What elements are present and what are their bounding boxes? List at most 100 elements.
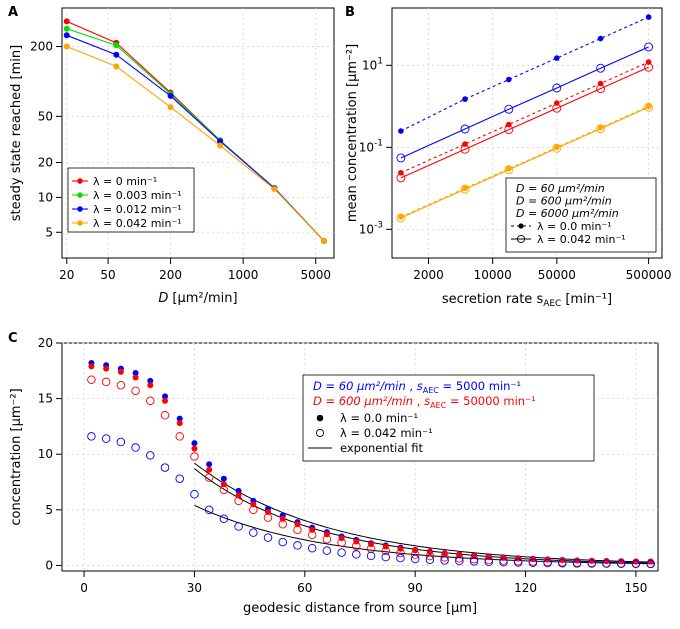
panel-c-point — [190, 490, 199, 499]
panel-c-point — [87, 432, 96, 441]
panel-c-legend-line1-s: s — [417, 379, 423, 393]
panel-c-point — [204, 505, 214, 515]
panel-c-point — [425, 551, 435, 561]
panel-c-point — [352, 541, 361, 551]
panel-a-ytick-label: 5 — [45, 225, 53, 239]
panel-c-point — [176, 415, 183, 422]
panel-c-point — [146, 396, 155, 406]
panel-c-point — [249, 528, 258, 537]
panel-c-legend-line5: exponential fit — [340, 441, 424, 455]
panel-a-point — [217, 138, 224, 145]
panel-c-xtick-label: 60 — [297, 581, 312, 595]
panel-c-point — [219, 485, 229, 495]
panel-b-xlabel-main: secretion rate s — [442, 292, 544, 307]
panel-a-point — [167, 104, 174, 111]
panel-c-point — [382, 543, 389, 550]
panel-b-point — [504, 125, 514, 135]
panel-b-legend-marker — [516, 234, 526, 244]
panel-b-legend-d-label: D = 60 μm²/min — [516, 182, 605, 195]
panel-a-point — [271, 186, 278, 193]
panel-c-point — [352, 550, 361, 559]
panel-c-point — [484, 557, 494, 567]
panel-c-point — [160, 411, 170, 420]
panel-c-legend-open-marker — [315, 428, 325, 438]
panel-b-point — [504, 104, 514, 114]
panel-c-point — [293, 541, 302, 550]
panel-a-legend-label: λ = 0.012 min⁻¹ — [93, 203, 182, 216]
panel-c-point — [558, 558, 567, 568]
panel-a-xlabel-unit: [μm²/min] — [172, 291, 237, 306]
panel-c-point — [366, 551, 376, 561]
panel-b-frame — [391, 7, 663, 259]
panel-c-point — [322, 546, 332, 555]
panel-c-point — [499, 557, 508, 567]
panel-a-xtick-label: 5000 — [300, 268, 331, 282]
panel-c-ytick-label: 10 — [38, 447, 53, 461]
panel-a-point — [63, 25, 70, 32]
panel-c-ticks: 0 30 60 90 120 150 0 5 10 15 20 — [38, 336, 648, 595]
panel-c-ytick-label: 0 — [45, 558, 53, 572]
panel-c-ytick-label: 20 — [38, 336, 53, 350]
panel-c-ytick-label: 15 — [38, 392, 53, 406]
panel-a-xtick-label: 1000 — [228, 268, 259, 282]
panel-b-point — [396, 173, 406, 183]
panel-b-point — [644, 42, 654, 52]
panel-a-xlabel-var: D — [158, 291, 168, 306]
panel-c-point — [263, 533, 273, 542]
panel-label-a: A — [8, 5, 18, 20]
panel-b-xtick-label: 50000 — [538, 268, 576, 282]
panel-c-legend-line1-sep: , — [406, 379, 417, 393]
panel-c-exp-fit-1 — [194, 468, 655, 564]
panel-label-b: B — [345, 5, 355, 20]
panel-c-point — [368, 541, 375, 548]
panel-a-legend-box — [67, 167, 195, 233]
panel-c-exp-fit-0 — [194, 462, 655, 563]
panel-c-point — [88, 363, 95, 370]
panel-b-ytick-label: 10-3 — [359, 220, 383, 236]
panel-b-point — [554, 55, 560, 61]
panel-b-legend-d-label: D = 6000 μm²/min — [516, 207, 619, 220]
panel-a-grid — [62, 8, 334, 258]
panel-a-ylabel: steady state reached [min] — [9, 45, 24, 221]
panel-b-legend-d-label: D = 600 μm²/min — [516, 195, 612, 208]
panel-c-point — [616, 559, 626, 569]
panel-a-point — [320, 238, 327, 245]
panel-a-legend-swatch — [77, 206, 83, 212]
panel-c-point — [250, 501, 257, 508]
panel-a-ticks: 20 50 200 1000 5000 5 10 20 50 200 — [30, 40, 331, 282]
panel-label-c: C — [8, 331, 18, 346]
panel-c-point — [455, 554, 464, 563]
panel-c-xtick-label: 90 — [408, 581, 423, 595]
panel-c-point — [353, 538, 360, 545]
panel-c-xtick-label: 30 — [187, 581, 202, 595]
panel-b-point — [460, 184, 470, 194]
panel-b-ticks: 2000 10000 50000 500000 10-3 10-1 101 — [359, 56, 672, 282]
panel-b-point — [645, 14, 652, 20]
panel-a-legend-swatch — [77, 178, 83, 184]
panel-c-point — [191, 445, 198, 452]
panel-c-point — [455, 556, 464, 566]
panel-c-xtick-label: 0 — [80, 581, 88, 595]
panel-c-point — [587, 559, 597, 568]
panel-b-point — [552, 103, 562, 113]
panel-b-series-line-4 — [400, 105, 649, 218]
panel-c-xlabel: geodesic distance from source [μm] — [243, 601, 477, 616]
panel-c-legend-line1-val: = 5000 min⁻¹ — [439, 379, 521, 393]
panel-a-point — [167, 92, 174, 99]
panel-c-point — [117, 368, 124, 375]
panel-a-legend-label: λ = 0.042 min⁻¹ — [93, 217, 182, 230]
panel-c-point — [293, 525, 302, 535]
panel-c-point — [396, 553, 405, 563]
panel-c-point — [160, 463, 170, 472]
panel-a-xtick-label: 50 — [100, 268, 115, 282]
panel-c-frame — [61, 342, 659, 572]
panel-c-exp-fit-2 — [194, 504, 655, 565]
panel-c-legend-line2-sub: AEC — [430, 401, 447, 410]
panel-b-xlabel: secretion rate sAEC [min⁻¹] — [442, 292, 612, 309]
panel-c-point — [528, 558, 538, 568]
panel-c-point — [103, 365, 110, 372]
panel-c-point — [190, 452, 199, 461]
panel-c-point — [513, 558, 523, 567]
panel-a-xtick-label: 20 — [59, 268, 74, 282]
